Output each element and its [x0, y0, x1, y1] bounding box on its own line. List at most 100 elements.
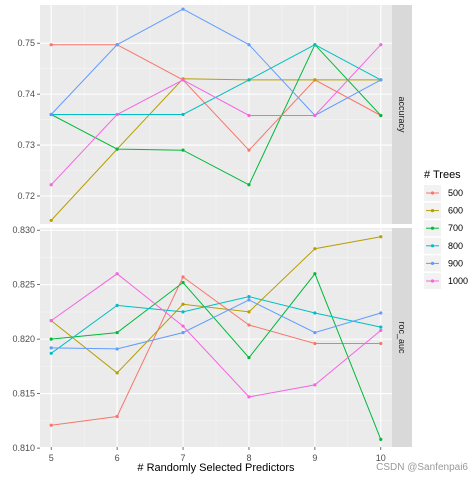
data-point-800: [313, 311, 317, 315]
legend-label: 1000: [448, 276, 468, 286]
data-point-700: [115, 147, 119, 151]
data-point-500: [247, 323, 251, 327]
data-point-900: [115, 347, 119, 351]
legend-item-700: 700: [424, 220, 463, 237]
data-point-900: [49, 346, 53, 350]
gridlines: [40, 228, 392, 449]
legend-title: # Trees: [424, 169, 461, 181]
facet-strip: [392, 228, 412, 447]
data-point-600: [313, 247, 317, 251]
legend-item-800: 800: [424, 237, 463, 254]
data-point-800: [115, 303, 119, 307]
data-point-1000: [115, 272, 119, 276]
data-point-900: [379, 78, 383, 82]
data-point-800: [181, 112, 185, 117]
watermark: CSDN @Sanfenpai6: [376, 462, 468, 473]
legend-item-900: 900: [424, 255, 463, 272]
y-tick-label: 0.815: [12, 389, 35, 399]
y-tick-label: 0.830: [12, 225, 35, 235]
x-axis-title: # Randomly Selected Predictors: [137, 462, 295, 474]
data-point-1000: [379, 328, 383, 333]
legend-item-1000: 1000: [424, 273, 468, 289]
data-point-500: [115, 414, 119, 419]
data-point-900: [379, 311, 383, 315]
data-point-1000: [313, 113, 317, 118]
data-point-500: [247, 148, 251, 152]
y-tick-label: 0.820: [12, 334, 35, 344]
data-point-500: [49, 43, 53, 47]
x-tick-label: 9: [312, 453, 317, 463]
data-point-800: [247, 78, 251, 82]
data-point-500: [181, 275, 185, 279]
series-line-900: [51, 299, 381, 350]
legend-key-point: [430, 226, 435, 230]
data-point-1000: [115, 112, 119, 117]
data-point-1000: [379, 43, 383, 47]
legend-label: 500: [448, 188, 463, 198]
legend-item-500: 500: [424, 185, 463, 201]
data-point-1000: [247, 395, 251, 399]
y-axis-ticks: 0.810 0.815 0.820 0.825 0.830: [12, 225, 40, 453]
facet-strip: [392, 5, 412, 224]
data-point-600: [379, 235, 383, 239]
data-point-900: [115, 43, 119, 47]
data-point-900: [49, 112, 53, 117]
data-point-700: [115, 330, 119, 335]
data-point-700: [181, 280, 185, 285]
legend-key-point: [430, 261, 435, 265]
panel-roc-auc: 0.810 0.815 0.820 0.825 0.830 roc_auc: [12, 225, 412, 453]
x-tick-label: 5: [49, 453, 54, 463]
facet-strip-label: accuracy: [397, 96, 407, 133]
y-tick-label: 0.74: [17, 89, 35, 99]
series-line-800: [50, 296, 381, 354]
facet-strip-label: roc_auc: [397, 321, 407, 354]
data-point-700: [49, 337, 53, 341]
y-tick-label: 0.810: [12, 443, 35, 453]
y-axis-ticks: 0.72 0.73 0.74 0.75: [17, 38, 40, 201]
series-line-500: [51, 276, 381, 426]
x-tick-label: 10: [376, 453, 386, 463]
data-point-1000: [181, 78, 185, 82]
series-line-700: [51, 272, 382, 440]
data-point-800: [181, 310, 185, 314]
series-group: [49, 7, 383, 223]
legend-items: 500 600 700 800 900 1000: [424, 185, 468, 289]
data-point-700: [247, 356, 251, 360]
data-point-500: [313, 341, 317, 346]
data-point-1000: [49, 183, 53, 187]
data-point-1000: [181, 324, 185, 328]
x-tick-label: 6: [115, 453, 120, 463]
series-line-1000: [50, 44, 382, 186]
legend-key-point: [430, 244, 435, 248]
x-tick-label: 7: [181, 453, 186, 463]
data-point-700: [247, 183, 251, 187]
data-point-700: [313, 272, 317, 276]
data-point-900: [247, 43, 251, 47]
y-tick-label: 0.825: [12, 280, 35, 290]
data-point-900: [247, 298, 251, 302]
series-line-1000: [50, 273, 382, 398]
data-point-600: [115, 371, 119, 375]
y-tick-label: 0.73: [17, 140, 35, 150]
series-line-600: [50, 78, 381, 221]
series-line-500: [51, 44, 382, 151]
data-point-1000: [247, 113, 251, 118]
data-point-800: [379, 325, 383, 329]
series-line-900: [50, 8, 382, 117]
data-point-600: [247, 310, 251, 314]
data-point-900: [313, 330, 317, 335]
data-point-800: [49, 351, 53, 355]
legend: # Trees 500 600 700 800 900 1000: [424, 169, 468, 289]
data-point-600: [181, 302, 185, 306]
data-point-700: [379, 113, 383, 118]
series-group: [49, 235, 383, 441]
data-point-1000: [49, 319, 53, 323]
data-point-700: [181, 148, 185, 152]
legend-key-point: [430, 191, 435, 195]
data-point-800: [313, 43, 317, 47]
legend-key-point: [430, 209, 435, 213]
panel-accuracy: 0.72 0.73 0.74 0.75 accuracy: [17, 5, 412, 224]
series-line-700: [50, 43, 382, 186]
x-axis-ticks: 5 6 7 8 9 10: [49, 447, 386, 463]
